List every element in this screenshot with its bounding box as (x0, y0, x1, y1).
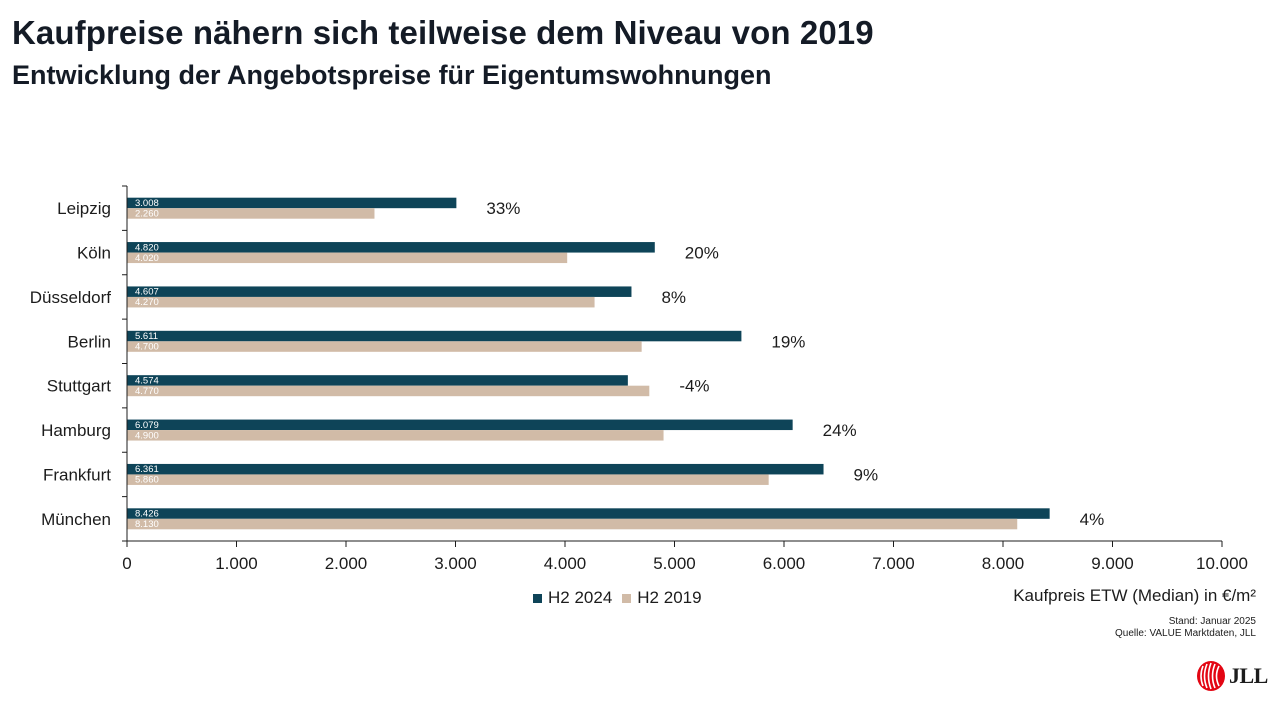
data-label-h2-2019: 4.700 (135, 342, 159, 353)
x-tick-label: 0 (122, 554, 131, 573)
bar-h2-2019 (127, 341, 642, 352)
x-tick-label: 9.000 (1091, 554, 1134, 573)
bar-h2-2024 (127, 419, 793, 431)
data-label-h2-2019: 4.270 (135, 297, 159, 308)
source-note: Stand: Januar 2025 Quelle: VALUE Marktda… (1115, 616, 1256, 640)
legend-label-h2-2019: H2 2019 (637, 588, 702, 607)
legend-label-h2-2024: H2 2024 (548, 588, 613, 607)
x-tick-label: 3.000 (434, 554, 477, 573)
data-label-h2-2019: 5.860 (135, 475, 159, 486)
data-label-h2-2019: 4.900 (135, 430, 159, 441)
category-label: Düsseldorf (30, 288, 112, 307)
data-label-h2-2024: 5.611 (135, 331, 158, 342)
change-label: -4% (679, 377, 709, 396)
data-label-h2-2019: 2.260 (135, 208, 159, 219)
legend-swatch-h2-2019 (622, 593, 632, 603)
bar-h2-2024 (127, 286, 632, 297)
change-label: 8% (661, 288, 686, 307)
bar-h2-2019 (127, 430, 664, 441)
bar-h2-2019 (127, 385, 650, 397)
bar-h2-2024 (127, 242, 655, 253)
x-tick-label: 6.000 (763, 554, 806, 573)
data-label-h2-2019: 8.130 (135, 519, 159, 530)
x-tick-label: 10.000 (1196, 554, 1248, 573)
jll-logo: JLL (1196, 660, 1268, 692)
chart-subtitle: Entwicklung der Angebotspreise für Eigen… (12, 60, 772, 90)
data-label-h2-2024: 4.607 (135, 287, 159, 298)
category-label: Köln (77, 244, 111, 263)
bar-h2-2019 (127, 252, 568, 264)
bar-h2-2024 (127, 508, 1050, 519)
data-label-h2-2024: 8.426 (135, 509, 159, 520)
change-label: 19% (771, 332, 805, 351)
legend: H2 2024 H2 2019 (533, 588, 712, 608)
bar-h2-2019 (127, 518, 1018, 530)
category-label: Leipzig (57, 199, 111, 218)
bar-h2-2024 (127, 197, 457, 209)
legend-item-h2-2024: H2 2024 (533, 588, 612, 608)
data-label-h2-2024: 4.574 (135, 375, 159, 386)
bar-h2-2024 (127, 463, 824, 475)
x-tick-label: 8.000 (982, 554, 1025, 573)
change-label: 9% (854, 465, 879, 484)
bar-h2-2024 (127, 375, 628, 386)
data-label-h2-2024: 4.820 (135, 242, 159, 253)
data-label-h2-2019: 4.020 (135, 253, 159, 264)
category-label: Hamburg (41, 421, 111, 440)
x-tick-label: 2.000 (325, 554, 368, 573)
data-label-h2-2024: 3.008 (135, 198, 159, 209)
legend-swatch-h2-2024 (533, 593, 542, 603)
legend-item-h2-2019: H2 2019 (622, 588, 702, 608)
change-label: 4% (1080, 510, 1105, 529)
category-label: Berlin (68, 332, 111, 351)
data-label-h2-2019: 4.770 (135, 386, 159, 397)
x-tick-label: 5.000 (653, 554, 696, 573)
data-label-h2-2024: 6.079 (135, 420, 159, 431)
change-label: 20% (685, 244, 719, 263)
category-label: Stuttgart (47, 377, 112, 396)
bar-h2-2019 (127, 208, 375, 219)
category-label: München (41, 510, 111, 529)
change-label: 33% (486, 199, 520, 218)
x-axis-label: Kaufpreis ETW (Median) in €/m² (1013, 586, 1256, 605)
bar-h2-2019 (127, 296, 595, 308)
quelle-text: Quelle: VALUE Marktdaten, JLL (1115, 628, 1256, 639)
data-label-h2-2024: 6.361 (135, 464, 159, 475)
stand-text: Stand: Januar 2025 (1168, 616, 1256, 627)
bar-h2-2024 (127, 330, 742, 342)
change-label: 24% (823, 421, 857, 440)
category-label: Frankfurt (43, 465, 111, 484)
chart-title: Kaufpreise nähern sich teilweise dem Niv… (12, 14, 874, 51)
jll-logo-icon (1197, 661, 1225, 691)
bar-h2-2019 (127, 474, 769, 485)
x-tick-label: 7.000 (872, 554, 915, 573)
x-tick-label: 1.000 (215, 554, 258, 573)
x-tick-label: 4.000 (544, 554, 587, 573)
jll-logo-text: JLL (1229, 663, 1268, 688)
